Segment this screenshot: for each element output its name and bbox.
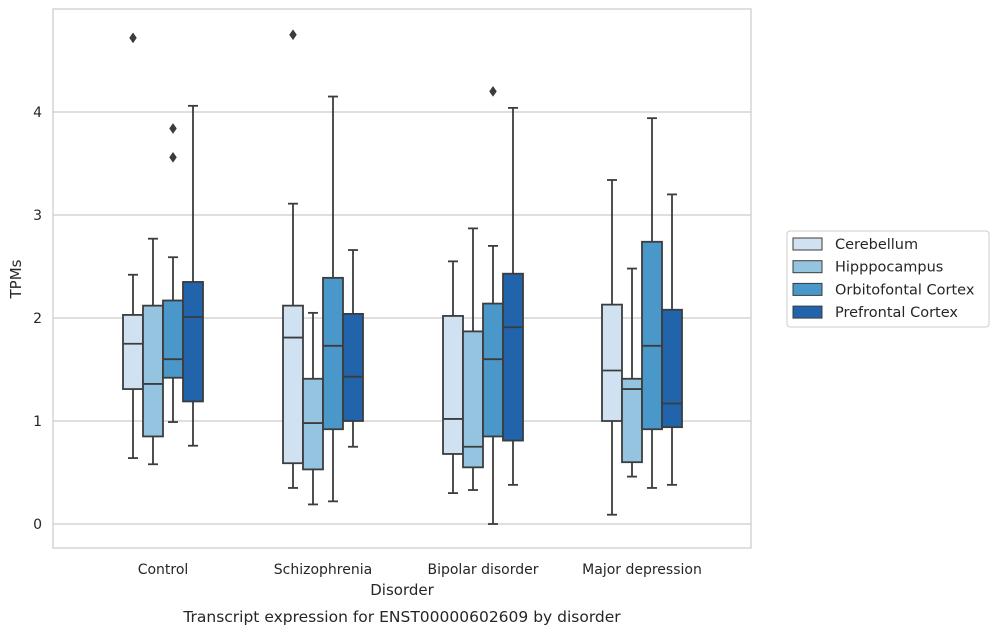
box-body	[661, 308, 683, 429]
box-body	[302, 377, 324, 471]
outlier-point	[489, 85, 497, 97]
x-axis-label: Disorder	[370, 581, 434, 599]
legend-label: Cerebellum	[835, 237, 918, 253]
box-body	[162, 299, 184, 379]
legend-label: Prefrontal Cortex	[835, 305, 958, 321]
box-body	[442, 315, 464, 455]
x-tick-label: Major depression	[582, 562, 702, 578]
x-tick-label: Schizophrenia	[274, 562, 372, 578]
y-tick-label: 2	[33, 311, 42, 327]
box-body	[502, 272, 524, 442]
box-0-3	[601, 179, 623, 516]
legend: Cerebellum Hipppocampus Orbitofontal Corte…	[786, 230, 990, 328]
box-body	[322, 276, 344, 431]
x-axis: Control Schizophrenia Bipolar disorder Majo…	[138, 562, 702, 578]
box-body	[122, 314, 144, 390]
outlier-point	[169, 151, 177, 163]
outlier-point	[289, 29, 297, 41]
box-2-3	[641, 117, 663, 489]
box-body	[641, 240, 663, 431]
legend-swatch	[792, 282, 823, 296]
legend-frame	[786, 230, 990, 328]
box-body	[621, 377, 643, 464]
y-tick-label: 4	[33, 105, 42, 121]
box-body	[282, 304, 304, 465]
chart-caption: Transcript expression for ENST0000060260…	[182, 608, 621, 626]
box-layer	[122, 29, 683, 525]
box-body	[482, 302, 504, 438]
box-body	[182, 281, 204, 403]
box-3-0	[182, 104, 204, 447]
legend-swatch	[792, 305, 823, 319]
box-body	[601, 303, 623, 422]
y-tick-label: 3	[33, 208, 42, 224]
legend-label: Orbitofontal Cortex	[835, 282, 975, 298]
x-tick-label: Control	[138, 562, 189, 578]
y-axis: 0 1 2 3 4	[33, 105, 42, 533]
x-tick-label: Bipolar disorder	[427, 562, 538, 578]
box-3-2	[502, 106, 524, 486]
legend-swatch	[792, 237, 823, 251]
box-3-1	[342, 249, 364, 448]
box-3-3	[661, 193, 683, 486]
box-1-0	[142, 237, 164, 466]
box-1-1	[302, 311, 324, 506]
y-tick-label: 1	[33, 414, 42, 430]
box-0-0	[122, 32, 144, 459]
legend-label: Hipppocampus	[835, 260, 943, 276]
legend-swatch	[792, 260, 823, 274]
outlier-point	[129, 32, 137, 44]
y-axis-label: TPMs	[7, 259, 25, 299]
outlier-point	[169, 123, 177, 134]
box-body	[342, 312, 364, 422]
box-0-2	[442, 260, 464, 495]
box-body	[142, 304, 164, 438]
y-tick-label: 0	[33, 517, 42, 533]
